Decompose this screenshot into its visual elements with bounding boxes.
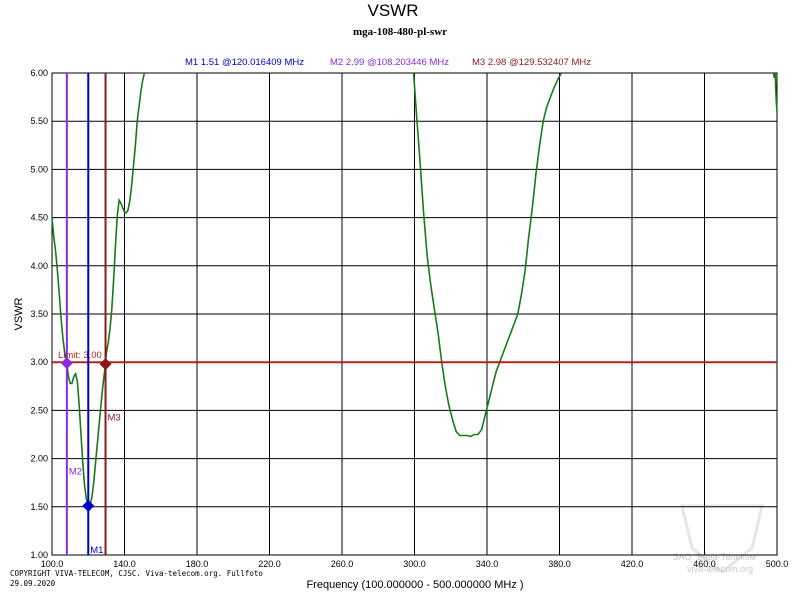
limit-line-group: Limit: 3.00 bbox=[52, 350, 777, 364]
x-tick-label: 140.0 bbox=[113, 559, 136, 569]
vswr-trace-segment bbox=[51, 72, 146, 507]
copyright-line1: COPYRIGHT VIVA-TELECOM, CJSC. Viva-telec… bbox=[10, 569, 263, 578]
x-tick-label: 340.0 bbox=[476, 559, 499, 569]
marker-label-m3: M3 bbox=[108, 412, 121, 423]
shield-logo-icon bbox=[680, 504, 764, 574]
x-tick-label: 260.0 bbox=[331, 559, 354, 569]
y-tick-label: 4.50 bbox=[30, 213, 48, 223]
watermark: ЗАО "Вива-Телеком" viva-telecom.org bbox=[673, 504, 764, 574]
y-axis-ticks: 1.00 1.50 2.00 2.50 3.00 3.50 4.00 4.50 5.00 5.50… bbox=[30, 68, 48, 560]
plot-frame bbox=[51, 72, 778, 556]
plot-grid bbox=[51, 72, 778, 556]
x-tick-label: 380.0 bbox=[548, 559, 571, 569]
x-tick-label: 220.0 bbox=[258, 559, 281, 569]
watermark-line2: viva-telecom.org bbox=[687, 564, 753, 574]
y-tick-label: 3.00 bbox=[30, 357, 48, 367]
y-tick-label: 3.50 bbox=[30, 309, 48, 319]
vswr-trace-segment bbox=[412, 72, 563, 438]
marker-readout-m2: M2 2.99 @108.203446 MHz bbox=[330, 57, 449, 68]
marker-diamond-m2 bbox=[60, 357, 73, 370]
x-axis-label: Frequency (100.000000 - 500.000000 MHz ) bbox=[306, 579, 523, 591]
marker-readouts: M1 1.51 @120.016409 MHz M2 2.99 @108.203… bbox=[185, 57, 591, 68]
copyright-line2: 29.09.2020 bbox=[10, 579, 56, 588]
y-tick-label: 2.50 bbox=[30, 405, 48, 415]
y-tick-label: 4.00 bbox=[30, 261, 48, 271]
marker-diamond-m1 bbox=[82, 499, 95, 512]
chart-title: VSWR bbox=[368, 1, 419, 20]
marker-label-m2: M2 bbox=[69, 467, 82, 478]
watermark-line1: ЗАО "Вива-Телеком" bbox=[673, 552, 759, 562]
x-axis-ticks: 100.0 140.0 180.0 220.0 260.0 300.0 340.0 380.0… bbox=[41, 559, 789, 569]
y-tick-label: 1.50 bbox=[30, 502, 48, 512]
x-tick-label: 180.0 bbox=[186, 559, 209, 569]
x-tick-label: 460.0 bbox=[693, 559, 716, 569]
y-axis-label: VSWR bbox=[13, 297, 25, 330]
x-tick-label: 300.0 bbox=[403, 559, 426, 569]
x-tick-label: 500.0 bbox=[766, 559, 789, 569]
marker-diamond-m3 bbox=[99, 358, 112, 371]
y-tick-label: 5.50 bbox=[30, 116, 48, 126]
chart-subtitle: mga-108-480-pl-swr bbox=[353, 26, 447, 38]
marker-readout-m1: M1 1.51 @120.016409 MHz bbox=[185, 57, 304, 68]
markers: M1 M2 M3 bbox=[60, 73, 121, 556]
vswr-trace-segment bbox=[772, 72, 778, 112]
marker-label-m1: M1 bbox=[90, 545, 103, 556]
x-tick-label: 100.0 bbox=[41, 559, 64, 569]
y-tick-label: 1.00 bbox=[30, 550, 48, 560]
y-tick-label: 6.00 bbox=[30, 68, 48, 78]
y-tick-label: 5.00 bbox=[30, 164, 48, 174]
y-tick-label: 2.00 bbox=[30, 454, 48, 464]
marker-readout-m3: M3 2.98 @129.532407 MHz bbox=[472, 57, 591, 68]
limit-label: Limit: 3.00 bbox=[58, 350, 102, 361]
x-tick-label: 420.0 bbox=[621, 559, 644, 569]
